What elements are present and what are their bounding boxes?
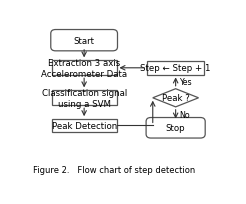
- Text: Step ← Step + 1: Step ← Step + 1: [140, 64, 211, 73]
- Text: Peak ?: Peak ?: [162, 94, 189, 103]
- Text: No: No: [180, 110, 190, 119]
- Text: Extraction 3 axis
Accelerometer Data: Extraction 3 axis Accelerometer Data: [41, 59, 127, 79]
- FancyBboxPatch shape: [51, 30, 118, 52]
- Bar: [52, 91, 117, 106]
- Bar: [52, 120, 117, 132]
- Bar: [52, 61, 117, 76]
- Text: Peak Detection: Peak Detection: [51, 121, 117, 130]
- Text: Figure 2.   Flow chart of step detection: Figure 2. Flow chart of step detection: [33, 165, 195, 174]
- Bar: [147, 62, 204, 75]
- Text: Stop: Stop: [166, 124, 185, 133]
- Text: Yes: Yes: [180, 78, 192, 87]
- Polygon shape: [153, 89, 199, 107]
- FancyBboxPatch shape: [146, 118, 205, 138]
- Text: Start: Start: [74, 37, 95, 45]
- Text: Classification signal
using a SVM: Classification signal using a SVM: [42, 88, 127, 108]
